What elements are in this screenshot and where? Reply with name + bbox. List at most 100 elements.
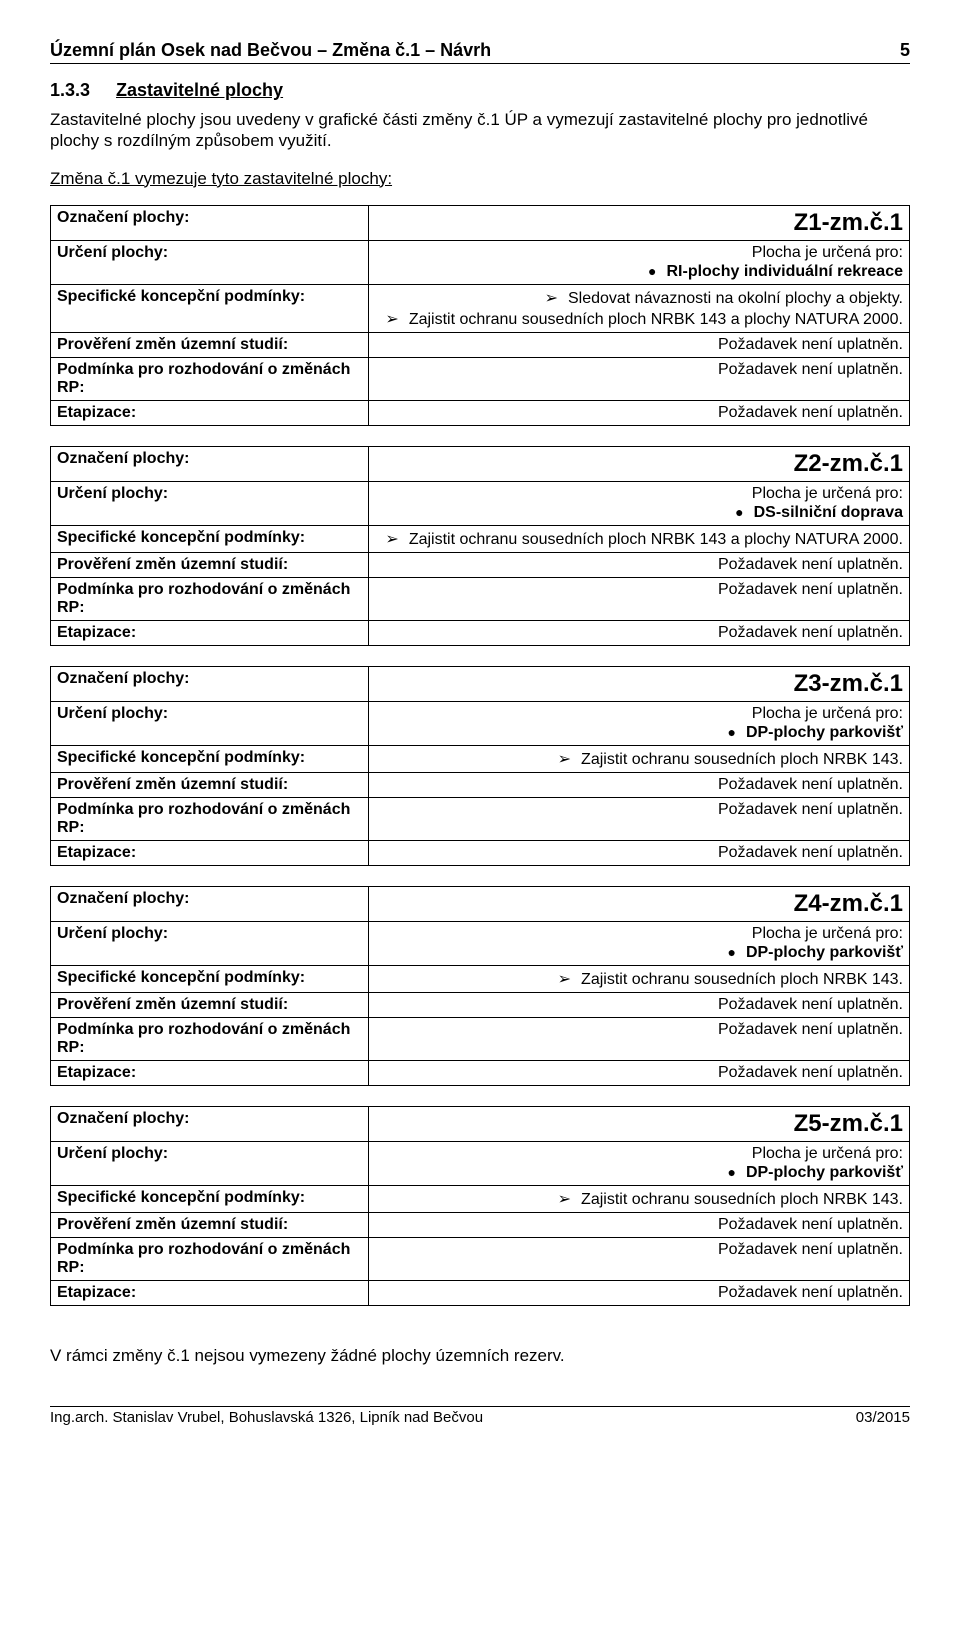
plot-code-cell: Z5-zm.č.1 bbox=[368, 1106, 909, 1141]
plot-code-cell: Z2-zm.č.1 bbox=[368, 446, 909, 481]
use-bullet: ● DS-silniční doprava bbox=[735, 504, 903, 522]
use-bullet-text: DS-silniční doprava bbox=[754, 504, 903, 522]
arrow-icon: ➢ bbox=[385, 529, 398, 549]
bottom-paragraph: V rámci změny č.1 nejsou vymezeny žádné … bbox=[50, 1346, 910, 1366]
rp-value: Požadavek není uplatněn. bbox=[368, 577, 909, 620]
page-header: Územní plán Osek nad Bečvou – Změna č.1 … bbox=[50, 40, 910, 64]
arrow-icon: ➢ bbox=[385, 309, 398, 329]
intro-paragraph: Zastavitelné plochy jsou uvedeny v grafi… bbox=[50, 109, 910, 152]
use-bullet: ● DP-plochy parkovišť bbox=[727, 724, 903, 742]
conditions-value: ➢Zajistit ochranu sousedních ploch NRBK … bbox=[368, 525, 909, 552]
plot-code-cell: Z4-zm.č.1 bbox=[368, 886, 909, 921]
section-title: Zastavitelné plochy bbox=[116, 80, 283, 101]
study-label: Prověření změn územní studií: bbox=[51, 992, 369, 1017]
subheading: Změna č.1 vymezuje tyto zastavitelné plo… bbox=[50, 168, 910, 189]
footer-left: Ing.arch. Stanislav Vrubel, Bohuslavská … bbox=[50, 1409, 483, 1426]
study-value: Požadavek není uplatněn. bbox=[368, 552, 909, 577]
designation-label: Označení plochy: bbox=[51, 886, 369, 921]
use-label: Určení plochy: bbox=[51, 701, 369, 745]
plot-code: Z5-zm.č.1 bbox=[794, 1110, 903, 1137]
use-bullet: ●RI-plochy individuální rekreace bbox=[648, 263, 903, 281]
arrow-icon: ➢ bbox=[558, 749, 571, 769]
use-value: Plocha je určená pro: ● DP-plochy parkoviš… bbox=[368, 921, 909, 965]
condition-text: Zajistit ochranu sousedních ploch NRBK 1… bbox=[581, 971, 903, 989]
rp-value: Požadavek není uplatněn. bbox=[368, 797, 909, 840]
conditions-value: ➢ Zajistit ochranu sousedních ploch NRBK … bbox=[368, 1185, 909, 1212]
use-label: Určení plochy: bbox=[51, 1141, 369, 1185]
plot-table: Označení plochy: Z4-zm.č.1 Určení plochy: P… bbox=[50, 886, 910, 1086]
rp-label: Podmínka pro rozhodování o změnách RP: bbox=[51, 1017, 369, 1060]
use-intro: Plocha je určená pro: bbox=[752, 705, 903, 723]
section-heading: 1.3.3 Zastavitelné plochy bbox=[50, 80, 910, 101]
use-value: Plocha je určená pro: ● DS-silniční doprav… bbox=[368, 481, 909, 525]
arrow-icon: ➢ bbox=[558, 1189, 571, 1209]
footer-right: 03/2015 bbox=[856, 1409, 910, 1426]
bullet-icon: ● bbox=[648, 263, 656, 279]
rp-label: Podmínka pro rozhodování o změnách RP: bbox=[51, 1237, 369, 1280]
condition-line: ➢ Zajistit ochranu sousedních ploch NRBK … bbox=[558, 1189, 903, 1209]
condition-line: ➢ Zajistit ochranu sousedních ploch NRBK … bbox=[385, 309, 903, 329]
use-label: Určení plochy: bbox=[51, 921, 369, 965]
use-intro: Plocha je určená pro: bbox=[752, 1145, 903, 1163]
conditions-label: Specifické koncepční podmínky: bbox=[51, 525, 369, 552]
condition-text: Zajistit ochranu sousedních ploch NRBK 1… bbox=[409, 311, 903, 329]
plot-code: Z2-zm.č.1 bbox=[794, 450, 903, 477]
conditions-label: Specifické koncepční podmínky: bbox=[51, 965, 369, 992]
conditions-value: ➢ Zajistit ochranu sousedních ploch NRBK … bbox=[368, 965, 909, 992]
use-value: Plocha je určená pro:●DP-plochy parkoviš… bbox=[368, 1141, 909, 1185]
rp-label: Podmínka pro rozhodování o změnách RP: bbox=[51, 577, 369, 620]
use-bullet-text: DP-plochy parkovišť bbox=[746, 724, 903, 742]
plot-table: Označení plochy:Z2-zm.č.1Určení plochy:P… bbox=[50, 446, 910, 646]
rp-value: Požadavek není uplatněn. bbox=[368, 1017, 909, 1060]
plot-code: Z3-zm.č.1 bbox=[794, 670, 903, 697]
study-label: Prověření změn územní studií: bbox=[51, 1212, 369, 1237]
use-intro: Plocha je určená pro: bbox=[752, 485, 903, 503]
conditions-label: Specifické koncepční podmínky: bbox=[51, 745, 369, 772]
phasing-value: Požadavek není uplatněn. bbox=[368, 400, 909, 425]
header-title: Územní plán Osek nad Bečvou – Změna č.1 … bbox=[50, 40, 491, 61]
rp-value: Požadavek není uplatněn. bbox=[368, 1237, 909, 1280]
use-bullet: ●DP-plochy parkovišť bbox=[727, 1164, 903, 1182]
use-value: Plocha je určená pro:●RI-plochy individu… bbox=[368, 240, 909, 284]
condition-line: ➢ Sledovat návaznosti na okolní plochy a … bbox=[545, 288, 903, 308]
phasing-value: Požadavek není uplatněn. bbox=[368, 1060, 909, 1085]
bullet-icon: ● bbox=[727, 724, 735, 740]
rp-label: Podmínka pro rozhodování o změnách RP: bbox=[51, 357, 369, 400]
use-intro: Plocha je určená pro: bbox=[752, 925, 903, 943]
phasing-value: Požadavek není uplatněn. bbox=[368, 1280, 909, 1305]
arrow-icon: ➢ bbox=[558, 969, 571, 989]
plot-code-cell: Z1-zm.č.1 bbox=[368, 205, 909, 240]
phasing-label: Etapizace: bbox=[51, 620, 369, 645]
use-bullet-text: DP-plochy parkovišť bbox=[746, 944, 903, 962]
conditions-label: Specifické koncepční podmínky: bbox=[51, 1185, 369, 1212]
plot-code: Z4-zm.č.1 bbox=[794, 890, 903, 917]
bullet-icon: ● bbox=[727, 944, 735, 960]
phasing-label: Etapizace: bbox=[51, 1060, 369, 1085]
section-number: 1.3.3 bbox=[50, 80, 100, 101]
phasing-label: Etapizace: bbox=[51, 1280, 369, 1305]
designation-label: Označení plochy: bbox=[51, 666, 369, 701]
use-intro: Plocha je určená pro: bbox=[752, 244, 903, 262]
condition-text: Zajistit ochranu sousedních ploch NRBK 1… bbox=[581, 1191, 903, 1209]
bullet-icon: ● bbox=[735, 504, 743, 520]
study-label: Prověření změn územní studií: bbox=[51, 772, 369, 797]
plot-code-cell: Z3-zm.č.1 bbox=[368, 666, 909, 701]
designation-label: Označení plochy: bbox=[51, 205, 369, 240]
conditions-value: ➢ Sledovat návaznosti na okolní plochy a … bbox=[368, 284, 909, 332]
phasing-value: Požadavek není uplatněn. bbox=[368, 620, 909, 645]
condition-line: ➢ Zajistit ochranu sousedních ploch NRBK … bbox=[558, 969, 903, 989]
use-bullet: ● DP-plochy parkovišť bbox=[727, 944, 903, 962]
condition-line: ➢Zajistit ochranu sousedních ploch NRBK … bbox=[558, 749, 903, 769]
phasing-value: Požadavek není uplatněn. bbox=[368, 840, 909, 865]
condition-text: Sledovat návaznosti na okolní plochy a o… bbox=[568, 290, 903, 308]
phasing-label: Etapizace: bbox=[51, 840, 369, 865]
page-footer: Ing.arch. Stanislav Vrubel, Bohuslavská … bbox=[50, 1406, 910, 1426]
study-label: Prověření změn územní studií: bbox=[51, 332, 369, 357]
plot-code: Z1-zm.č.1 bbox=[794, 209, 903, 236]
conditions-label: Specifické koncepční podmínky: bbox=[51, 284, 369, 332]
condition-line: ➢Zajistit ochranu sousedních ploch NRBK … bbox=[385, 529, 903, 549]
arrow-icon: ➢ bbox=[545, 288, 558, 308]
study-value: Požadavek není uplatněn. bbox=[368, 1212, 909, 1237]
designation-label: Označení plochy: bbox=[51, 1106, 369, 1141]
bullet-icon: ● bbox=[727, 1164, 735, 1180]
